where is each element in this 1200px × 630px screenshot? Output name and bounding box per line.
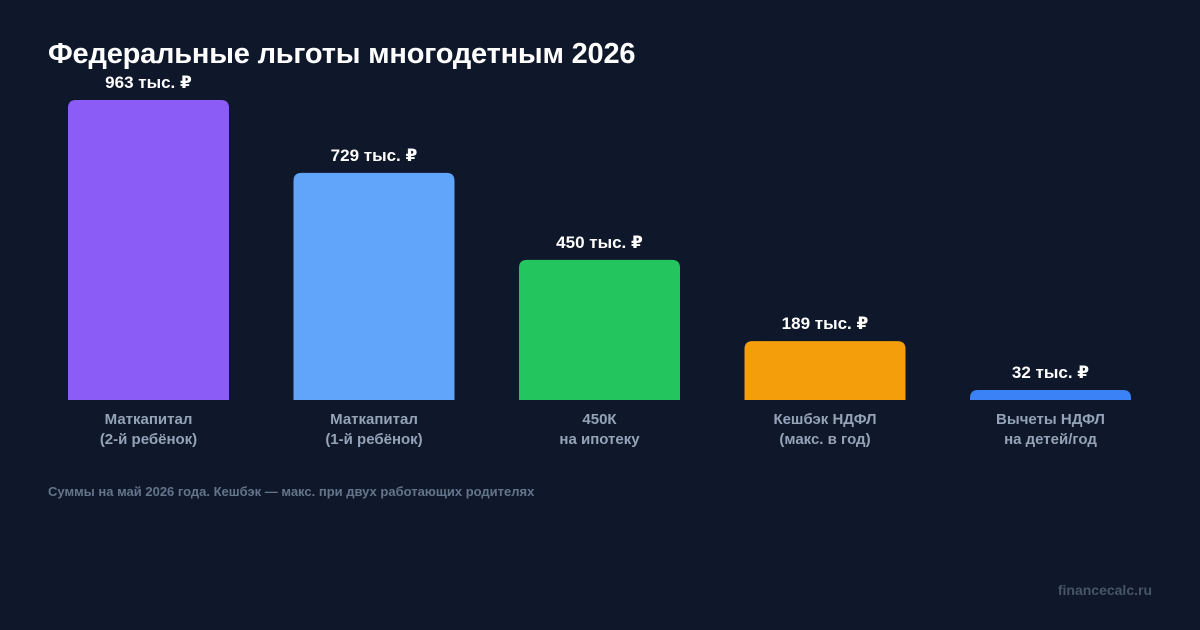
chart-title: Федеральные льготы многодетным 2026 [48, 38, 636, 70]
bar-value-label: 189 тыс. ₽ [782, 314, 869, 333]
bar-value-label: 729 тыс. ₽ [331, 146, 418, 165]
bar-value-label: 450 тыс. ₽ [556, 233, 643, 252]
footnote: Суммы на май 2026 года. Кешбэк — макс. п… [48, 484, 535, 499]
bar [744, 341, 906, 400]
bar [68, 100, 229, 400]
bar-value-label: 963 тыс. ₽ [105, 73, 192, 92]
bar-chart: 963 тыс. ₽ Маткапитал (2-й ребёнок) 729 тыс… [68, 73, 1131, 448]
bar [519, 259, 680, 400]
category-label: Вычеты НДФЛ на детей/год [996, 411, 1105, 448]
category-label: 450К на ипотеку [559, 411, 640, 448]
bar [293, 172, 455, 400]
bar-value-label: 32 тыс. ₽ [1012, 363, 1089, 382]
category-label: Кешбэк НДФЛ (макс. в год) [773, 411, 876, 448]
category-label: Маткапитал (1-й ребёнок) [325, 411, 422, 448]
watermark: financecalc.ru [1057, 582, 1152, 598]
bar [970, 390, 1131, 400]
category-label: Маткапитал (2-й ребёнок) [100, 411, 197, 448]
